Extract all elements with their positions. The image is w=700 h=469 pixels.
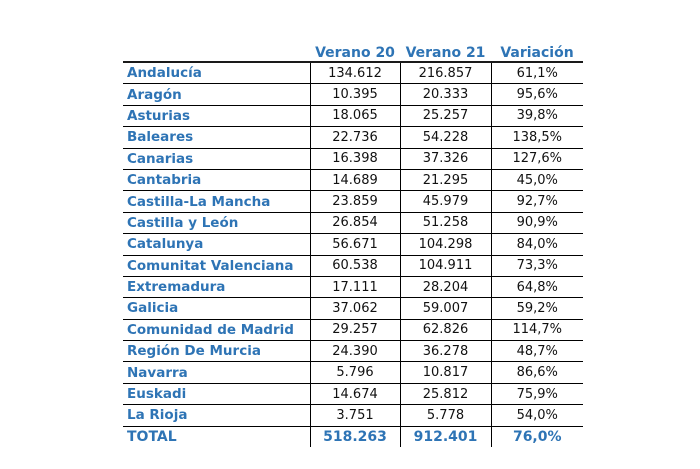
variacion-cell: 90,9% (491, 212, 583, 235)
verano-20-cell: 14.674 (310, 383, 401, 406)
region-cell: Cantabria (123, 169, 311, 192)
verano-21-cell: 37.326 (400, 148, 492, 170)
table-row: Cantabria 14.689 21.295 45,0% (123, 169, 583, 192)
variacion-cell: 114,7% (491, 319, 583, 342)
variacion-cell: 138,5% (491, 126, 583, 149)
variacion-cell: 59,2% (491, 297, 583, 320)
verano-21-cell: 59.007 (400, 297, 492, 320)
table-row: Castilla-La Mancha 23.859 45.979 92,7% (123, 190, 583, 213)
table-row: Extremadura 17.111 28.204 64,8% (123, 276, 583, 299)
region-cell: Euskadi (123, 383, 311, 406)
region-cell: Baleares (123, 126, 311, 149)
header-row: Verano 20 Verano 21 Variación (123, 41, 583, 63)
total-verano-21: 912.401 (400, 426, 492, 448)
verano-20-cell: 14.689 (310, 169, 401, 192)
table-row: Galicia 37.062 59.007 59,2% (123, 297, 583, 320)
verano-21-cell: 36.278 (400, 340, 492, 363)
verano-20-cell: 18.065 (310, 105, 401, 128)
verano-21-cell: 20.333 (400, 83, 492, 106)
region-cell: Andalucía (123, 62, 311, 85)
variacion-cell: 86,6% (491, 361, 583, 384)
table-row: Baleares 22.736 54.228 138,5% (123, 126, 583, 149)
verano-21-cell: 104.298 (400, 233, 492, 256)
table-row: Comunitat Valenciana 60.538 104.911 73,3% (123, 255, 583, 277)
region-cell: Comunidad de Madrid (123, 319, 311, 342)
region-cell: Canarias (123, 148, 311, 170)
table-row: La Rioja 3.751 5.778 54,0% (123, 404, 583, 427)
region-cell: Región De Murcia (123, 340, 311, 363)
table-row: Comunidad de Madrid 29.257 62.826 114,7% (123, 319, 583, 342)
table-row: Navarra 5.796 10.817 86,6% (123, 361, 583, 384)
verano-20-cell: 17.111 (310, 276, 401, 299)
table-row: Asturias 18.065 25.257 39,8% (123, 105, 583, 128)
table-row: Aragón 10.395 20.333 95,6% (123, 83, 583, 106)
region-cell: Comunitat Valenciana (123, 255, 311, 277)
table-row: Catalunya 56.671 104.298 84,0% (123, 233, 583, 256)
header-variacion: Variación (491, 41, 583, 63)
variacion-cell: 64,8% (491, 276, 583, 299)
verano-21-cell: 104.911 (400, 255, 492, 277)
table-row: Castilla y León 26.854 51.258 90,9% (123, 212, 583, 235)
variacion-cell: 61,1% (491, 62, 583, 85)
region-cell: Castilla-La Mancha (123, 190, 311, 213)
variacion-cell: 39,8% (491, 105, 583, 128)
table-row: Canarias 16.398 37.326 127,6% (123, 148, 583, 170)
region-cell: Extremadura (123, 276, 311, 299)
variacion-cell: 75,9% (491, 383, 583, 406)
variacion-cell: 92,7% (491, 190, 583, 213)
table-row: Región De Murcia 24.390 36.278 48,7% (123, 340, 583, 363)
verano-21-cell: 54.228 (400, 126, 492, 149)
verano-20-cell: 24.390 (310, 340, 401, 363)
verano-21-cell: 10.817 (400, 361, 492, 384)
total-label: TOTAL (123, 426, 311, 448)
variacion-cell: 84,0% (491, 233, 583, 256)
verano-20-cell: 22.736 (310, 126, 401, 149)
verano-21-cell: 51.258 (400, 212, 492, 235)
verano-21-cell: 21.295 (400, 169, 492, 192)
verano-20-cell: 134.612 (310, 62, 401, 85)
region-cell: La Rioja (123, 404, 311, 427)
table-body: Andalucía 134.612 216.857 61,1% Aragón 10.395… (123, 62, 583, 448)
variacion-cell: 95,6% (491, 83, 583, 106)
variacion-cell: 73,3% (491, 255, 583, 277)
verano-21-cell: 216.857 (400, 62, 492, 85)
region-cell: Galicia (123, 297, 311, 320)
verano-20-cell: 29.257 (310, 319, 401, 342)
total-variacion: 76,0% (512, 428, 562, 445)
variacion-cell: 48,7% (491, 340, 583, 363)
region-cell: Navarra (123, 361, 311, 384)
verano-20-cell: 10.395 (310, 83, 401, 106)
verano-21-cell: 5.778 (400, 404, 492, 427)
verano-21-cell: 28.204 (400, 276, 492, 299)
verano-21-cell: 45.979 (400, 190, 492, 213)
verano-20-cell: 16.398 (310, 148, 401, 170)
verano-21-cell: 25.812 (400, 383, 492, 406)
verano-20-cell: 23.859 (310, 190, 401, 213)
data-table: Verano 20 Verano 21 Variación Andalucía 1… (123, 41, 583, 448)
table-row: Euskadi 14.674 25.812 75,9% (123, 383, 583, 406)
variacion-cell: 127,6% (491, 148, 583, 170)
verano-20-cell: 60.538 (310, 255, 401, 277)
variacion-cell: 45,0% (491, 169, 583, 192)
verano-20-cell: 5.796 (310, 361, 401, 384)
region-cell: Catalunya (123, 233, 311, 256)
verano-20-cell: 26.854 (310, 212, 401, 235)
region-cell: Castilla y León (123, 212, 311, 235)
verano-21-cell: 25.257 (400, 105, 492, 128)
region-cell: Aragón (123, 83, 311, 106)
total-row: TOTAL 518.263 912.401 76,0% (123, 426, 583, 448)
verano-20-cell: 3.751 (310, 404, 401, 427)
header-verano-21: Verano 21 (400, 41, 491, 63)
verano-21-cell: 62.826 (400, 319, 492, 342)
header-region (123, 41, 310, 63)
verano-20-cell: 56.671 (310, 233, 401, 256)
verano-20-cell: 37.062 (310, 297, 401, 320)
variacion-cell: 54,0% (491, 404, 583, 427)
table-row: Andalucía 134.612 216.857 61,1% (123, 62, 583, 85)
total-verano-20: 518.263 (310, 426, 401, 448)
header-verano-20: Verano 20 (310, 41, 400, 63)
region-cell: Asturias (123, 105, 311, 128)
